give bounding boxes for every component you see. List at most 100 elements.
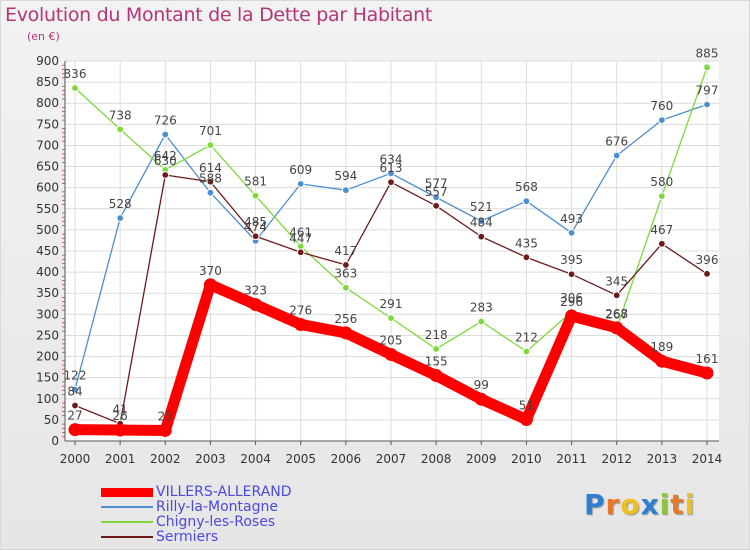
y-tick-label: 550 xyxy=(36,202,59,216)
data-label: 461 xyxy=(289,225,312,239)
data-point xyxy=(341,186,350,195)
y-tick-label: 150 xyxy=(36,371,59,385)
legend-label: Rilly-la-Montagne xyxy=(156,499,278,515)
data-point xyxy=(296,179,305,188)
data-point xyxy=(116,214,125,222)
data-point xyxy=(296,248,305,257)
logo-letter: t xyxy=(670,488,685,521)
y-tick-label: 450 xyxy=(36,244,59,258)
y-tick-label: 100 xyxy=(36,392,59,406)
data-label: 474 xyxy=(244,220,267,234)
data-label: 26 xyxy=(113,409,128,423)
x-tick-label: 2009 xyxy=(466,452,497,466)
x-tick-label: 2003 xyxy=(195,452,226,466)
data-point xyxy=(477,232,486,241)
data-label: 676 xyxy=(605,135,628,149)
data-label: 99 xyxy=(474,378,489,392)
data-label: 363 xyxy=(334,267,357,281)
y-tick-label: 350 xyxy=(36,286,59,300)
y-tick-label: 800 xyxy=(36,96,59,110)
y-tick-label: 750 xyxy=(36,117,59,131)
data-point xyxy=(206,177,215,186)
x-tick-label: 2002 xyxy=(150,452,181,466)
data-point xyxy=(522,347,531,356)
data-label: 614 xyxy=(199,161,222,175)
data-label: 435 xyxy=(515,236,538,250)
data-label: 642 xyxy=(154,149,177,163)
data-label: 345 xyxy=(605,274,628,288)
legend-label: Sermiers xyxy=(156,529,219,545)
data-point xyxy=(474,392,488,406)
data-label: 205 xyxy=(380,333,403,347)
legend-swatch xyxy=(101,536,153,538)
data-point xyxy=(113,423,127,437)
data-label: 323 xyxy=(244,284,267,298)
y-tick-label: 500 xyxy=(36,223,59,237)
data-point xyxy=(519,412,533,426)
legend-item: VILLERS-ALLERAND xyxy=(101,485,361,500)
data-point xyxy=(294,317,308,331)
data-point xyxy=(703,269,711,278)
data-point xyxy=(206,141,215,149)
data-label: 485 xyxy=(244,215,267,229)
legend-swatch xyxy=(101,506,153,508)
data-label: 738 xyxy=(109,108,132,122)
data-point xyxy=(657,239,666,248)
data-label: 760 xyxy=(650,99,673,113)
data-label: 609 xyxy=(289,163,312,177)
data-point xyxy=(251,232,260,241)
data-label: 797 xyxy=(696,83,719,97)
data-label: 634 xyxy=(380,152,403,166)
data-point xyxy=(161,130,170,139)
data-label: 447 xyxy=(289,231,312,245)
data-label: 417 xyxy=(334,244,357,258)
data-label: 493 xyxy=(560,212,583,226)
data-point xyxy=(429,369,443,383)
data-label: 256 xyxy=(334,312,357,326)
logo-letter: o xyxy=(620,488,641,521)
data-point xyxy=(477,317,486,326)
x-tick-label: 2006 xyxy=(331,452,362,466)
data-point xyxy=(387,169,395,178)
data-point xyxy=(610,321,624,335)
data-point xyxy=(703,100,711,109)
data-label: 568 xyxy=(515,180,538,194)
data-label: 577 xyxy=(425,176,448,190)
data-label: 580 xyxy=(650,175,673,189)
data-label: 594 xyxy=(334,169,357,183)
data-label: 161 xyxy=(696,352,719,366)
logo-letter: i xyxy=(659,488,671,521)
data-point xyxy=(655,354,669,368)
data-label: 630 xyxy=(154,154,177,168)
data-label: 557 xyxy=(425,185,448,199)
data-point xyxy=(387,314,395,323)
data-point xyxy=(565,309,579,323)
data-point xyxy=(477,217,486,225)
data-label: 296 xyxy=(560,295,583,309)
data-point xyxy=(341,261,350,269)
y-tick-label: 700 xyxy=(36,138,59,152)
data-label: 291 xyxy=(380,297,403,311)
legend-label: Chigny-les-Roses xyxy=(156,514,276,530)
x-tick-label: 2005 xyxy=(285,452,316,466)
data-label: 84 xyxy=(67,385,82,399)
data-label: 395 xyxy=(560,253,583,267)
data-label: 588 xyxy=(199,172,222,186)
data-label: 155 xyxy=(425,355,448,369)
logo-letter: r xyxy=(605,488,621,521)
x-tick-label: 2004 xyxy=(240,452,271,466)
data-label: 836 xyxy=(64,67,87,81)
data-label: 613 xyxy=(380,161,403,175)
y-tick-label: 650 xyxy=(36,160,59,174)
data-label: 276 xyxy=(289,303,312,317)
data-point xyxy=(71,84,79,92)
chart-title: Evolution du Montant de la Dette par Hab… xyxy=(5,4,433,26)
data-label: 726 xyxy=(154,113,177,127)
data-label: 27 xyxy=(67,409,82,423)
x-tick-label: 2010 xyxy=(511,452,542,466)
y-tick-label: 50 xyxy=(44,413,59,427)
data-point xyxy=(158,423,172,437)
y-tick-label: 250 xyxy=(36,328,59,342)
logo-letter: i xyxy=(684,488,696,521)
